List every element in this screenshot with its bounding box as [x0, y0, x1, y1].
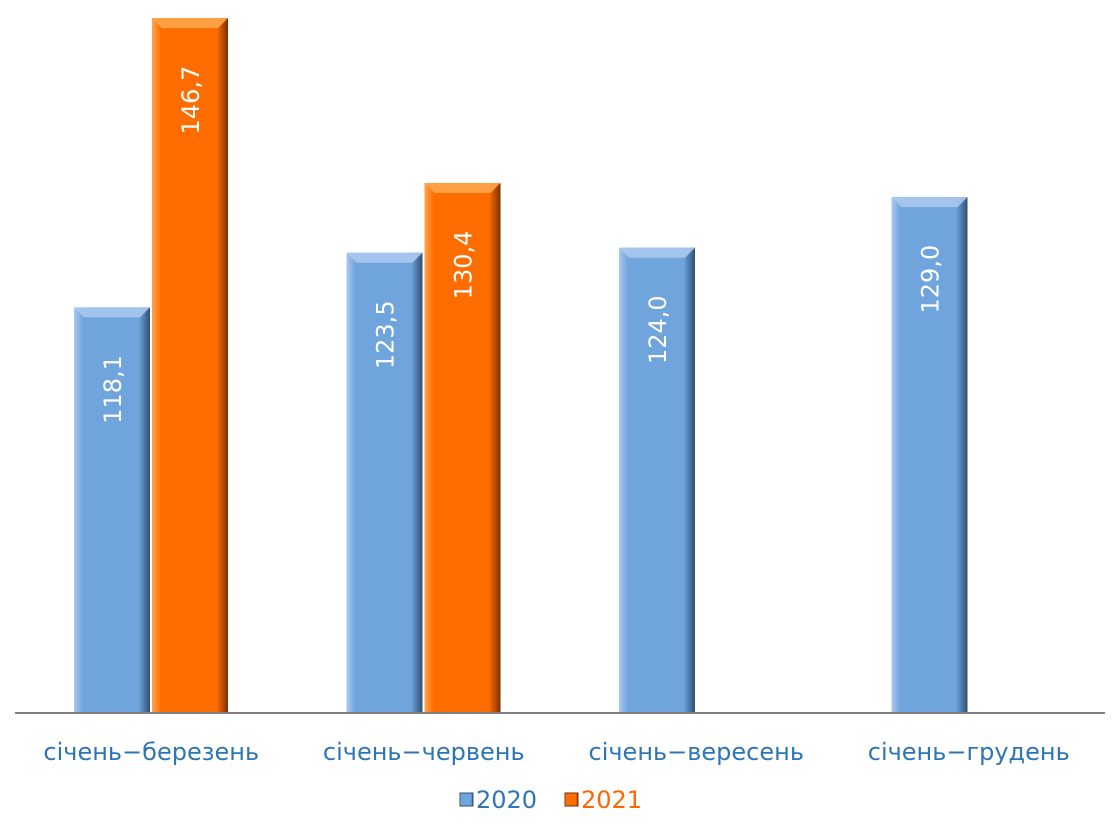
legend-item-2021: 2021	[564, 786, 642, 814]
legend: 2020 2021	[459, 786, 642, 814]
data-label-2020-2: 123,5	[372, 300, 400, 369]
category-labels: січень−березень січень−червень січень−вере…	[43, 738, 1069, 766]
bar-bevel-2021-2	[424, 182, 501, 193]
bar-bevel-2020-4	[891, 197, 968, 208]
legend-item-2020: 2020	[459, 786, 537, 814]
bar-2020-3	[619, 247, 695, 714]
bar-bevel-2020-2	[346, 252, 423, 263]
data-label-2021-2: 130,4	[450, 231, 478, 300]
category-label-1: січень−березень	[43, 738, 259, 766]
legend-label-2021: 2021	[581, 786, 642, 814]
bar-2020-1	[74, 307, 150, 713]
legend-swatch-2020	[459, 792, 474, 807]
bar-2021-2	[424, 182, 501, 714]
data-label-2021-1: 146,7	[177, 66, 205, 135]
data-label-2020-3: 124,0	[644, 295, 672, 364]
bar-bevel-2020-1	[74, 307, 150, 318]
bar-2020-2	[346, 252, 423, 714]
bars-layer: 118,1 146,7 123,5 130,4 124,0 129,0	[74, 18, 968, 714]
bar-2020-4	[891, 197, 968, 713]
legend-label-2020: 2020	[476, 786, 537, 814]
bar-2021-1	[152, 18, 228, 713]
data-label-2020-1: 118,1	[99, 355, 127, 424]
legend-swatch-2021	[564, 792, 579, 807]
bar-bevel-2021-1	[152, 18, 228, 29]
category-label-2: січень−червень	[323, 738, 525, 766]
category-label-4: січень−грудень	[868, 738, 1070, 766]
bar-bevel-2020-3	[619, 247, 695, 258]
category-label-3: січень−вересень	[589, 738, 804, 766]
data-label-2020-4: 129,0	[917, 245, 945, 314]
